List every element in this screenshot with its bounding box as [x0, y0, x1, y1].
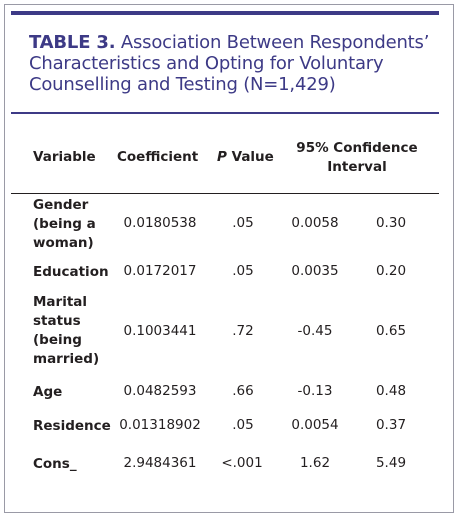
row-gender-variable: Gender (being a woman) — [33, 196, 96, 253]
row-gender-var-line2: (being a — [33, 216, 96, 232]
row-cons-pvalue: <.001 — [221, 455, 263, 471]
header-ci-line1: 95% Confidence — [296, 140, 418, 156]
row-age-ci-high: 0.48 — [375, 383, 407, 399]
header-coefficient: Coefficient — [117, 149, 199, 165]
row-residence-pvalue: .05 — [232, 417, 254, 433]
table-label: TABLE 3. — [29, 32, 116, 53]
title-line-2: Characteristics and Opting for Voluntary — [29, 53, 384, 74]
row-cons-coefficient: 2.9484361 — [123, 455, 197, 471]
row-cons-ci-low: 1.62 — [299, 455, 331, 471]
row-marital-variable: Marital status (being married) — [33, 293, 99, 369]
row-marital-ci-low: -0.45 — [297, 323, 333, 339]
title-divider — [11, 112, 439, 114]
row-marital-var-line4: married) — [33, 351, 100, 367]
header-pvalue-p: P — [217, 149, 227, 165]
row-cons-ci-high: 5.49 — [375, 455, 407, 471]
row-age-pvalue: .66 — [232, 383, 254, 399]
row-gender-ci-high: 0.30 — [375, 215, 407, 231]
row-gender-ci-low: 0.0058 — [291, 215, 339, 231]
title-line-3: Counselling and Testing (N=1,429) — [29, 74, 336, 95]
row-marital-var-line3: (being — [33, 332, 82, 348]
header-variable: Variable — [33, 149, 96, 165]
row-gender-var-line3: woman) — [33, 235, 94, 251]
row-education-ci-high: 0.20 — [375, 263, 407, 279]
row-age-coefficient: 0.0482593 — [123, 383, 197, 399]
header-pvalue-rest: Value — [226, 149, 274, 165]
row-residence-variable: Residence — [33, 418, 111, 434]
row-gender-pvalue: .05 — [232, 215, 254, 231]
row-education-ci-low: 0.0035 — [291, 263, 339, 279]
table-title: TABLE 3. Association Between Respondents… — [29, 32, 439, 95]
row-marital-var-line2: status — [33, 313, 81, 329]
row-gender-coefficient: 0.0180538 — [123, 215, 197, 231]
header-pvalue: P Value — [217, 149, 274, 165]
row-education-variable: Education — [33, 264, 109, 280]
row-education-pvalue: .05 — [232, 263, 254, 279]
row-education-coefficient: 0.0172017 — [123, 263, 197, 279]
row-marital-ci-high: 0.65 — [375, 323, 407, 339]
row-marital-var-line1: Marital — [33, 294, 88, 310]
row-marital-coefficient: 0.1003441 — [123, 323, 197, 339]
row-cons-variable: Cons_ — [33, 456, 77, 472]
header-ci-line2: Interval — [327, 159, 387, 175]
top-accent-bar — [11, 11, 439, 15]
row-age-variable: Age — [33, 384, 63, 400]
row-marital-pvalue: .72 — [232, 323, 254, 339]
header-ci: 95% Confidence Interval — [292, 139, 422, 177]
row-residence-ci-low: 0.0054 — [291, 417, 339, 433]
row-age-ci-low: -0.13 — [297, 383, 333, 399]
row-residence-coefficient: 0.01318902 — [119, 417, 201, 433]
row-residence-ci-high: 0.37 — [375, 417, 407, 433]
header-divider — [11, 193, 439, 194]
row-gender-var-line1: Gender — [33, 197, 89, 213]
table-frame: TABLE 3. Association Between Respondents… — [4, 4, 454, 513]
title-line-1: Association Between Respondents’ — [120, 32, 430, 53]
